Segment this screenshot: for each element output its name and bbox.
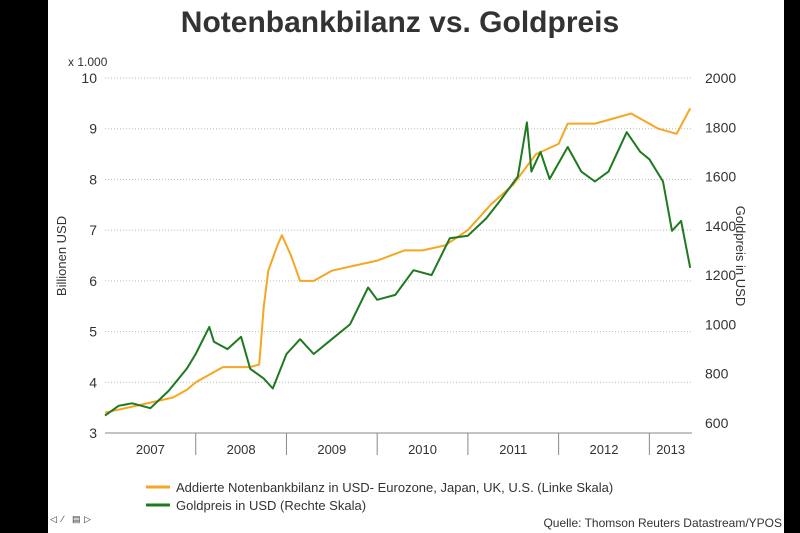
y-axis-label: Billionen USD <box>54 216 69 296</box>
y-tick-label: 3 <box>89 425 97 441</box>
series-line-balance <box>104 107 692 414</box>
slide-panel <box>48 0 784 533</box>
y-right-tick-label: 1800 <box>705 119 736 135</box>
prev-icon[interactable]: ◁ <box>50 514 57 524</box>
y-tick-label: 6 <box>89 273 97 289</box>
y-right-tick-label: 600 <box>705 415 729 431</box>
pen-icon[interactable]: ⁄ <box>60 514 65 524</box>
y-right-tick-label: 1200 <box>705 267 736 283</box>
x-tick-label: 2010 <box>408 442 437 457</box>
y-right-tick-label: 1000 <box>705 316 736 332</box>
y-right-tick-label: 800 <box>705 366 729 382</box>
y-tick-label: 5 <box>89 324 97 340</box>
slide-controls[interactable]: ◁ ⁄ ▤ ▷ <box>50 514 91 524</box>
chart-title: Notenbankbilanz vs. Goldpreis <box>181 6 619 39</box>
x-tick-label: 2012 <box>590 442 619 457</box>
x-tick-label: 2011 <box>499 442 527 457</box>
series-line-gold <box>104 121 692 417</box>
legend-label-orange: Addierte Notenbankbilanz in USD- Eurozon… <box>176 480 613 495</box>
y-tick-label: 7 <box>89 222 97 238</box>
y-tick-label: 8 <box>89 171 97 187</box>
legend-label-green: Goldpreis in USD (Rechte Skala) <box>176 498 366 513</box>
source-note: Quelle: Thomson Reuters Datastream/YPOS <box>543 516 782 530</box>
y-right-tick-label: 1400 <box>705 218 736 234</box>
y-axis-label-right: Goldpreis in USD <box>733 206 748 306</box>
x-tick-label: 2013 <box>656 442 685 457</box>
y-tick-label: 9 <box>89 121 97 137</box>
x-tick-label: 2008 <box>227 442 256 457</box>
y-tick-label: 10 <box>81 70 97 86</box>
x-tick-label: 2007 <box>136 442 165 457</box>
x-tick-label: 2009 <box>317 442 346 457</box>
y-right-tick-label: 2000 <box>705 70 736 86</box>
next-icon[interactable]: ▷ <box>84 514 91 524</box>
y-tick-label: 4 <box>89 374 97 390</box>
menu-icon[interactable]: ▤ <box>72 514 81 524</box>
y-multiplier-label: x 1.000 <box>68 55 108 69</box>
y-right-tick-label: 1600 <box>705 169 736 185</box>
